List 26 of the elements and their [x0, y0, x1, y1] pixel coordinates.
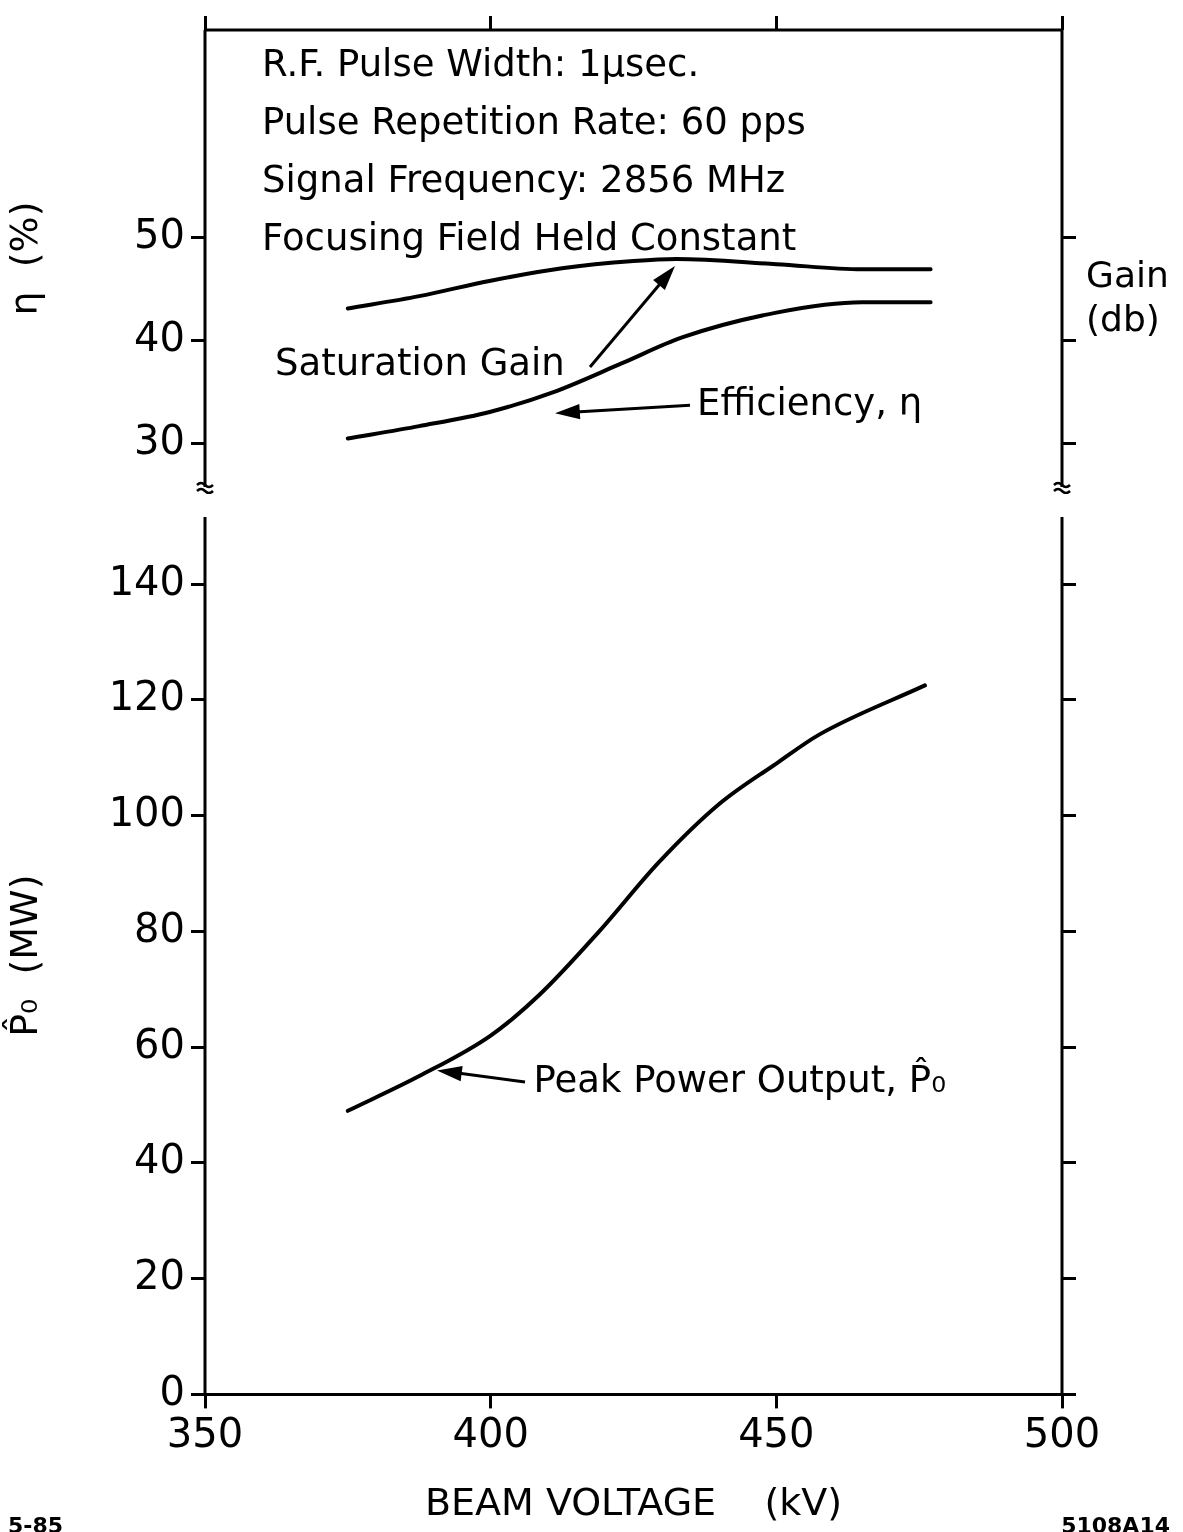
y-tick-label: 30	[134, 417, 185, 464]
y-tick-label: 120	[108, 673, 185, 720]
annotation: Saturation Gain	[275, 340, 565, 384]
annotation: Peak Power Output, P̂₀	[533, 1057, 946, 1101]
y-tick-label: 50	[134, 210, 185, 257]
y-tick-label: 100	[108, 789, 185, 836]
y-tick-label: 80	[134, 904, 185, 951]
x-tick-label: 450	[738, 1409, 815, 1456]
x-tick-label: 500	[1023, 1409, 1101, 1456]
text: 5108A14	[1061, 1512, 1170, 1532]
y-tick-label: 40	[134, 313, 185, 360]
y-axis-title: η (%)	[1, 201, 46, 316]
y-axis-title: P̂₀ (MW)	[1, 874, 46, 1037]
annotation: Efficiency, η	[697, 380, 923, 424]
y2-axis-title: Gain (db)	[1086, 253, 1169, 339]
x-axis-title: BEAM VOLTAGE (kV)	[424, 1480, 843, 1525]
annotation: R.F. Pulse Width: 1μsec.	[262, 41, 700, 85]
x-tick-label: 400	[452, 1409, 529, 1456]
y-tick-label: 140	[108, 557, 185, 604]
text: 5-85	[8, 1512, 64, 1532]
y-tick-label: 40	[134, 1136, 185, 1183]
annotation: Pulse Repetition Rate: 60 pps	[262, 99, 806, 143]
annotation: Signal Frequency: 2856 MHz	[262, 157, 786, 201]
annotation: Focusing Field Held Constant	[262, 215, 797, 259]
y-tick-label: 60	[134, 1020, 185, 1067]
y-tick-label: 20	[134, 1252, 185, 1299]
